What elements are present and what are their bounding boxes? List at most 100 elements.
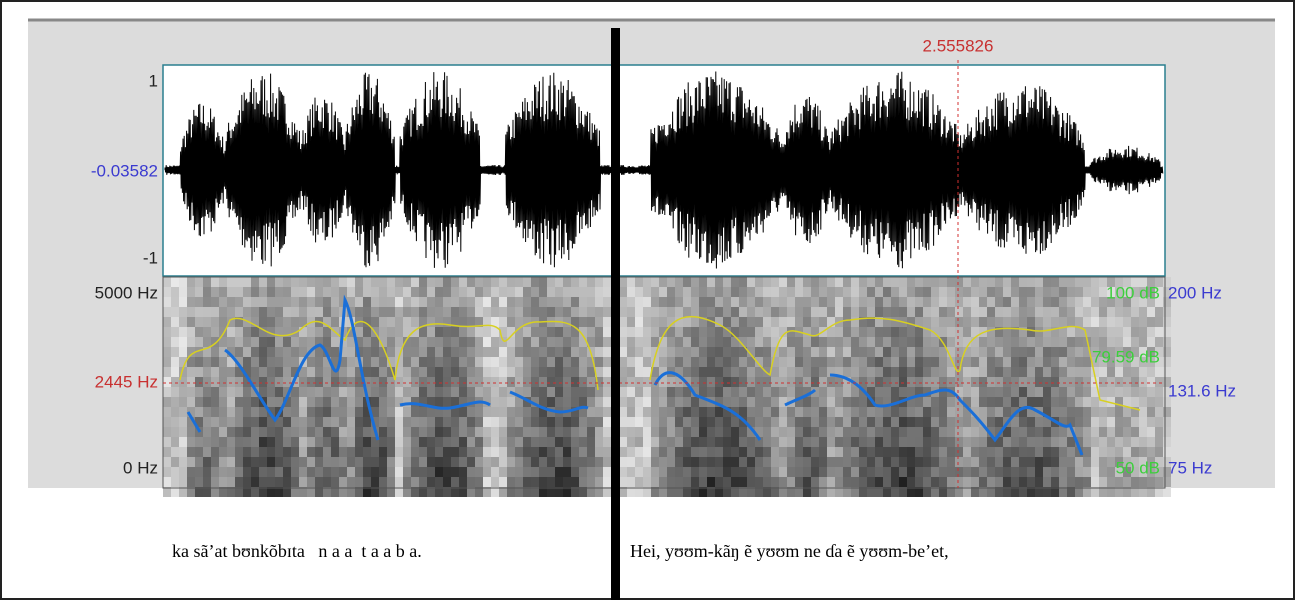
spectrogram-cell bbox=[411, 357, 419, 367]
spectrogram-cell bbox=[827, 427, 835, 437]
spectrogram-cell bbox=[163, 327, 171, 337]
spectrogram-cell bbox=[475, 287, 483, 297]
spectrogram-cell bbox=[563, 457, 571, 467]
spectrogram-cell bbox=[779, 427, 787, 437]
spectrogram-cell bbox=[459, 397, 467, 407]
spectrogram-cell bbox=[547, 287, 555, 297]
spectrogram-cell bbox=[691, 337, 699, 347]
spectrogram-cell bbox=[1051, 487, 1059, 497]
spectrogram-cell bbox=[299, 347, 307, 357]
spectrogram-cell bbox=[179, 417, 187, 427]
spectrogram-cell bbox=[1163, 277, 1171, 287]
spectrogram-cell bbox=[331, 387, 339, 397]
spectrogram-cell bbox=[395, 377, 403, 387]
spectrogram-cell bbox=[1059, 437, 1067, 447]
waveform-trace bbox=[164, 71, 1164, 269]
spectrogram-cell bbox=[387, 447, 395, 457]
spectrogram-cell bbox=[907, 427, 915, 437]
spectrogram-cell bbox=[235, 437, 243, 447]
spectrogram-cell bbox=[603, 327, 611, 337]
spectrogram-cell bbox=[731, 457, 739, 467]
spectrogram-cell bbox=[931, 317, 939, 327]
spectrogram-cell bbox=[699, 327, 707, 337]
spectrogram-cell bbox=[419, 447, 427, 457]
spectrogram-cell bbox=[1099, 477, 1107, 487]
spectrogram-cell bbox=[339, 477, 347, 487]
spectrogram-cell bbox=[651, 307, 659, 317]
spectrogram-cell bbox=[339, 407, 347, 417]
spectrogram-cell bbox=[283, 277, 291, 287]
spectrogram-cell bbox=[579, 297, 587, 307]
spectrogram-cell bbox=[963, 417, 971, 427]
spectrogram-cell bbox=[643, 457, 651, 467]
spectrogram-cell bbox=[395, 277, 403, 287]
spectrogram-cell bbox=[1011, 347, 1019, 357]
spectrogram-cell bbox=[1083, 347, 1091, 357]
spectrogram-cell bbox=[619, 407, 627, 417]
spectrogram-cell bbox=[539, 337, 547, 347]
spectrogram-cell bbox=[251, 477, 259, 487]
spectrogram-cell bbox=[1107, 447, 1115, 457]
spectrogram-cell bbox=[387, 387, 395, 397]
spectrogram-cell bbox=[283, 377, 291, 387]
spectrogram-cell bbox=[763, 327, 771, 337]
spectrogram-cell bbox=[403, 467, 411, 477]
spectrogram-cell bbox=[387, 287, 395, 297]
spectrogram-cell bbox=[483, 367, 491, 377]
spectrogram-cell bbox=[723, 277, 731, 287]
spectrogram-cell bbox=[1091, 467, 1099, 477]
spectrogram-cell bbox=[427, 487, 435, 497]
spectrogram-cell bbox=[699, 307, 707, 317]
spectrogram-cell bbox=[739, 337, 747, 347]
spectrogram-cell bbox=[627, 297, 635, 307]
spectrogram-cell bbox=[883, 337, 891, 347]
spectrogram-cell bbox=[899, 307, 907, 317]
spectrogram-cell bbox=[827, 337, 835, 347]
spectrogram-cell bbox=[939, 317, 947, 327]
spectrogram-cell bbox=[603, 317, 611, 327]
spectrogram-cell bbox=[923, 487, 931, 497]
spectrogram-cell bbox=[427, 437, 435, 447]
spectrogram-cell bbox=[1099, 337, 1107, 347]
spectrogram-cell bbox=[979, 357, 987, 367]
spectrogram-cell bbox=[1107, 357, 1115, 367]
spectrogram-cell bbox=[1027, 427, 1035, 437]
spectrogram-cell bbox=[243, 447, 251, 457]
spectrogram-cell bbox=[563, 327, 571, 337]
spectrogram-cell bbox=[363, 487, 371, 497]
spectrogram-cell bbox=[691, 477, 699, 487]
spectrogram-cell bbox=[891, 277, 899, 287]
spectrogram-cell bbox=[723, 297, 731, 307]
spectrogram-cell bbox=[507, 407, 515, 417]
spectrogram-cell bbox=[715, 397, 723, 407]
spectrogram-cell bbox=[291, 347, 299, 357]
spectrogram-cell bbox=[323, 457, 331, 467]
spectrogram-cell bbox=[1019, 417, 1027, 427]
spectrogram-cell bbox=[1003, 297, 1011, 307]
spectrogram-cell bbox=[595, 377, 603, 387]
spectrogram-cell bbox=[827, 397, 835, 407]
spectrogram-cell bbox=[987, 307, 995, 317]
spectrogram-cell bbox=[947, 417, 955, 427]
spectrogram-cell bbox=[1131, 407, 1139, 417]
spectrogram-cell bbox=[627, 307, 635, 317]
spectrogram-cell bbox=[795, 447, 803, 457]
spectrogram-cell bbox=[419, 457, 427, 467]
spectrogram-cell bbox=[547, 277, 555, 287]
spectrogram-cell bbox=[835, 397, 843, 407]
spectrogram-cell bbox=[1115, 437, 1123, 447]
spectrogram-cell bbox=[563, 357, 571, 367]
spectrogram-cell bbox=[1131, 397, 1139, 407]
spectrogram-cell bbox=[979, 277, 987, 287]
spectrogram-cell bbox=[315, 337, 323, 347]
spectrogram-cell bbox=[643, 287, 651, 297]
spectrogram-cell bbox=[347, 457, 355, 467]
spectrogram-cell bbox=[443, 317, 451, 327]
spectrogram-cell bbox=[267, 297, 275, 307]
spectrogram-cell bbox=[963, 487, 971, 497]
spectrogram-cell bbox=[651, 467, 659, 477]
spectrogram-cell bbox=[635, 417, 643, 427]
spectrogram-cell bbox=[931, 407, 939, 417]
spectrogram-cell bbox=[515, 407, 523, 417]
spectrogram-cell bbox=[459, 427, 467, 437]
